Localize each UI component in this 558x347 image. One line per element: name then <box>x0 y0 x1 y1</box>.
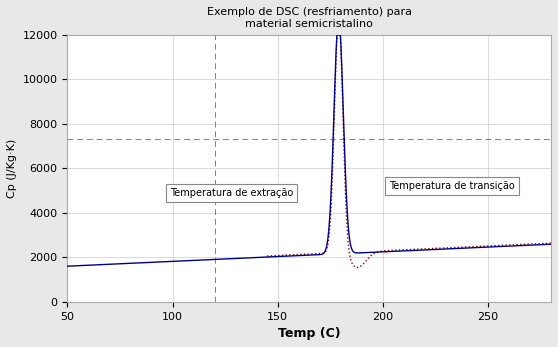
Text: Temperatura de extração: Temperatura de extração <box>170 188 293 198</box>
X-axis label: Temp (C): Temp (C) <box>278 327 340 340</box>
Text: Temperatura de transição: Temperatura de transição <box>389 181 515 191</box>
Title: Exemplo de DSC (resfriamento) para
material semicristalino: Exemplo de DSC (resfriamento) para mater… <box>206 7 412 28</box>
Y-axis label: Cp (J/Kg·K): Cp (J/Kg·K) <box>7 139 17 198</box>
